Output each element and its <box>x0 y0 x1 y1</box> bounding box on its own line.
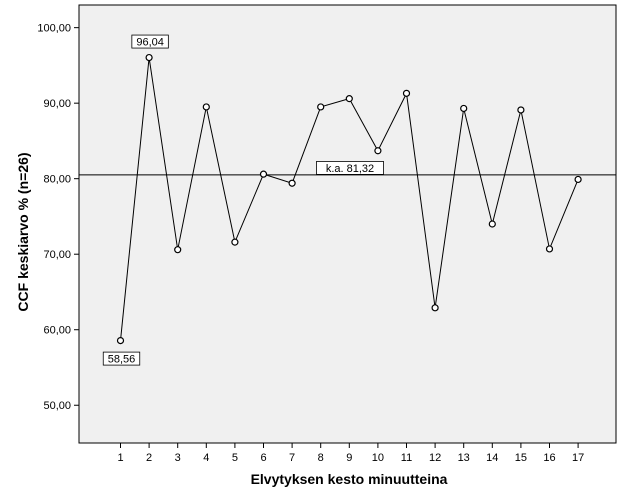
data-point <box>317 103 325 111</box>
y-tick-label: 100,00 <box>37 23 71 35</box>
x-tick-label: 3 <box>175 452 181 464</box>
x-tick-label: 16 <box>543 452 555 464</box>
data-point <box>374 147 382 155</box>
y-tick-label: 70,00 <box>43 249 71 261</box>
data-point <box>488 220 496 228</box>
point-value-label: 58,56 <box>108 354 136 366</box>
y-axis-title: CCF keskiarvo % (n=26) <box>15 152 31 311</box>
data-point <box>345 95 353 103</box>
data-point <box>431 304 439 312</box>
data-point <box>174 246 182 254</box>
x-tick-label: 6 <box>260 452 266 464</box>
x-tick-label: 4 <box>203 452 209 464</box>
x-tick-label: 14 <box>486 452 498 464</box>
data-point <box>202 103 210 111</box>
data-point <box>402 89 411 97</box>
data-point <box>574 175 582 184</box>
point-value-label-box <box>102 351 141 366</box>
x-tick-label: 17 <box>572 452 584 464</box>
x-tick-label: 9 <box>346 452 352 464</box>
data-point <box>460 104 468 113</box>
y-tick-label: 80,00 <box>43 174 71 186</box>
point-value-label-box <box>131 34 169 49</box>
x-tick-label: 10 <box>372 452 384 464</box>
y-tick-label: 90,00 <box>43 98 71 110</box>
x-tick-label: 2 <box>146 452 152 464</box>
x-tick-label: 1 <box>117 452 123 464</box>
x-tick-label: 7 <box>289 452 295 464</box>
data-point <box>517 106 525 114</box>
x-tick-label: 11 <box>401 452 412 464</box>
x-axis-title: Elvytyksen kesto minuutteina <box>251 471 448 487</box>
data-point <box>145 53 153 62</box>
mean-reference-label: k.a. 81,32 <box>326 163 374 175</box>
x-tick-label: 12 <box>429 452 441 464</box>
data-point <box>288 179 296 187</box>
data-point <box>545 245 554 253</box>
plot-area <box>78 4 617 444</box>
data-point <box>231 238 239 246</box>
mean-reference-label-box <box>316 161 384 175</box>
y-tick-label: 50,00 <box>43 400 71 412</box>
x-tick-label: 8 <box>318 452 324 464</box>
x-tick-label: 15 <box>515 452 527 464</box>
x-tick-label: 13 <box>458 452 470 464</box>
x-tick-label: 5 <box>232 452 238 464</box>
data-point <box>259 170 268 178</box>
y-tick-label: 60,00 <box>43 325 71 337</box>
point-value-label: 96,04 <box>136 37 164 49</box>
data-point <box>116 336 125 345</box>
